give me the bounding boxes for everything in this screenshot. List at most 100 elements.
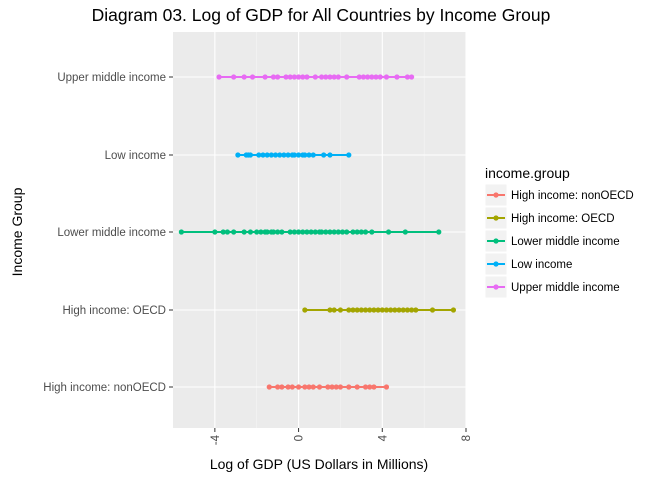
data-point [383,307,390,313]
data-point [300,74,306,80]
data-point [402,229,408,235]
data-point [285,152,291,158]
y-tick-label: Low income [105,150,166,162]
data-point [362,307,369,313]
data-point [241,229,247,235]
data-point [400,307,406,313]
data-point [316,384,323,390]
data-point [373,74,379,80]
data-point [413,307,419,313]
y-axis-title: Income Group [9,187,25,276]
data-point [216,74,222,80]
data-point [379,307,385,313]
data-point [429,307,436,313]
y-tick-label: High income: OECD [62,305,166,317]
legend-label: High income: OECD [511,213,615,225]
data-point [306,384,312,390]
data-point [310,384,316,390]
data-point [329,384,335,390]
data-point [247,229,254,235]
data-point [287,74,293,80]
legend-key-point [493,192,499,198]
data-point [369,74,375,80]
data-point [392,307,398,313]
data-point [247,152,254,158]
data-point [275,74,281,80]
data-point [268,152,274,158]
data-point [371,307,377,313]
data-point [291,74,297,80]
data-point [331,307,337,313]
data-point [394,74,400,80]
data-point [178,229,184,235]
data-point [279,384,285,390]
x-tick-label: -4 [210,434,222,445]
data-point [327,152,333,158]
data-point [289,384,295,390]
data-point [241,74,247,80]
data-point [365,74,371,80]
data-point [327,74,333,80]
data-point [302,307,308,313]
data-point [283,74,289,80]
data-point [344,74,350,80]
data-point [356,74,362,80]
y-tick-label: High income: nonOECD [43,382,166,394]
data-point [231,229,237,235]
data-point [302,152,308,158]
data-point [312,229,318,235]
data-point [335,74,341,80]
data-point [362,384,369,390]
data-point [275,229,281,235]
data-point [254,229,260,235]
data-point [295,152,302,158]
data-point [291,229,297,235]
legend: income.group High income: nonOECD High in… [484,165,634,299]
data-point [277,152,283,158]
legend-label: Upper middle income [511,282,620,294]
data-point [436,229,442,235]
x-tick-label: 8 [461,435,473,441]
x-axis-title: Log of GDP (US Dollars in Millions) [210,456,428,472]
data-point [346,384,352,390]
data-point [354,307,360,313]
data-point [318,229,325,235]
data-point [306,152,312,158]
data-point [302,384,308,390]
legend-label: Low income [511,259,572,271]
data-point [333,384,339,390]
y-tick-label: Upper middle income [57,72,166,84]
data-point [270,74,277,80]
data-point [335,229,341,235]
data-point [344,229,350,235]
data-point [300,229,306,235]
data-point [369,229,375,235]
data-point [312,74,318,80]
data-point [272,152,279,158]
data-point [450,307,457,313]
data-point [212,229,218,235]
data-point [358,307,364,313]
data-point [304,229,310,235]
legend-label: Lower middle income [511,236,620,248]
data-point [383,74,390,80]
legend-title: income.group [485,165,570,181]
data-point [350,229,356,235]
data-point [385,229,392,235]
data-point [346,152,352,158]
data-point [249,74,256,80]
data-point [231,74,237,80]
data-point [224,229,231,235]
data-point [337,384,344,390]
data-point [327,307,333,313]
data-point [404,74,410,80]
data-point [264,229,270,235]
data-point [367,384,373,390]
x-tick-label: 4 [377,434,389,441]
data-point [354,229,360,235]
data-point [408,307,415,313]
data-point [388,307,394,313]
data-point [266,384,272,390]
